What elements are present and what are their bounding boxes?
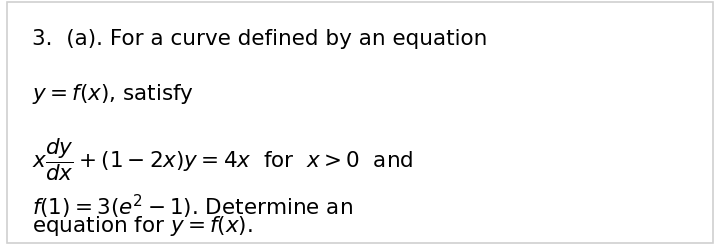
Text: $f(1) = 3(e^2 - 1)$. Determine an: $f(1) = 3(e^2 - 1)$. Determine an	[32, 192, 354, 220]
Text: $x\dfrac{dy}{dx} + (1 - 2x)y = 4x$  for  $x > 0$  and: $x\dfrac{dy}{dx} + (1 - 2x)y = 4x$ for $…	[32, 136, 414, 183]
Text: $y = f(x)$, satisfy: $y = f(x)$, satisfy	[32, 82, 194, 106]
Text: 3.  (a). For a curve defined by an equation: 3. (a). For a curve defined by an equati…	[32, 29, 487, 49]
Text: equation for $y = f(x)$.: equation for $y = f(x)$.	[32, 214, 253, 238]
